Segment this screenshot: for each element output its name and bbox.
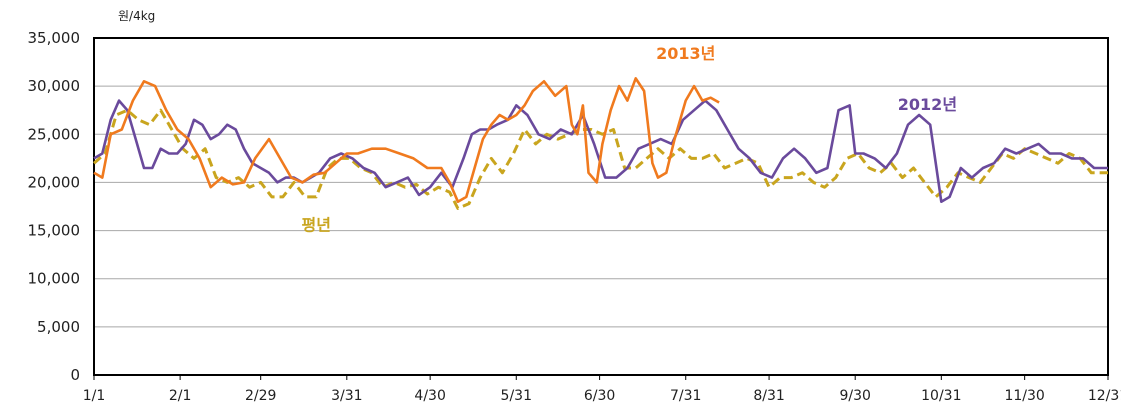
x-tick-label: 9/30 bbox=[839, 388, 870, 404]
series-lines bbox=[93, 77, 1108, 210]
x-tick-label: 1/1 bbox=[83, 388, 106, 404]
y-tick-label: 15,000 bbox=[28, 222, 81, 240]
y-tick-label: 20,000 bbox=[28, 173, 81, 191]
y-tick-label: 35,000 bbox=[28, 29, 81, 47]
x-tick-label: 2/1 bbox=[169, 388, 192, 404]
x-tick-label: 2/29 bbox=[245, 388, 276, 404]
y-tick-label: 10,000 bbox=[28, 270, 81, 288]
series-line-2012년 bbox=[93, 99, 1108, 203]
x-tick-label: 10/31 bbox=[921, 388, 961, 404]
y-tick-label: 25,000 bbox=[28, 125, 81, 143]
x-tick-label: 11/30 bbox=[1004, 388, 1044, 404]
x-tick-label: 12/31 bbox=[1088, 388, 1121, 404]
plot-frame bbox=[93, 37, 1109, 376]
y-axis-ticks: 0 5,000 10,000 15,000 20,000 25,000 30,000 35,0… bbox=[28, 29, 81, 384]
x-tick-label: 3/31 bbox=[331, 388, 362, 404]
gridlines bbox=[94, 85, 1108, 328]
series-annotation: 평년 bbox=[302, 216, 331, 235]
x-tick-label: 7/31 bbox=[670, 388, 701, 404]
x-tick-label: 8/31 bbox=[753, 388, 784, 404]
series-line-평년 bbox=[93, 108, 1108, 210]
x-tick-label: 4/30 bbox=[414, 388, 445, 404]
y-axis-unit-label: 원/4kg bbox=[118, 9, 155, 23]
y-tick-label: 30,000 bbox=[28, 77, 81, 95]
series-annotation: 2013년 bbox=[656, 44, 715, 63]
x-tick-label: 5/31 bbox=[501, 388, 532, 404]
x-tick-label: 6/30 bbox=[584, 388, 615, 404]
x-axis-ticks: 1/1 2/1 2/29 3/31 4/30 5/31 6/30 7/31 8/31 9/30 10… bbox=[83, 375, 1121, 404]
series-annotation: 2012년 bbox=[898, 95, 957, 114]
y-tick-label: 5,000 bbox=[37, 318, 80, 336]
series-line-2013년 bbox=[93, 77, 720, 203]
y-tick-label: 0 bbox=[70, 366, 80, 384]
